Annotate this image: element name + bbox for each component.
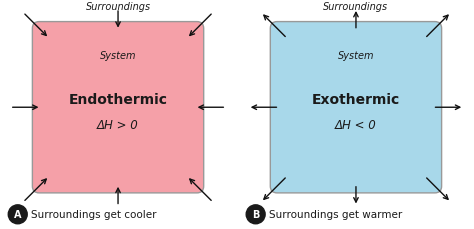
- Text: Surroundings get cooler: Surroundings get cooler: [31, 209, 157, 219]
- FancyBboxPatch shape: [32, 22, 204, 193]
- Text: System: System: [337, 51, 374, 61]
- Text: Surroundings: Surroundings: [85, 2, 151, 12]
- Text: Endothermic: Endothermic: [69, 93, 167, 107]
- Text: Surroundings get warmer: Surroundings get warmer: [269, 209, 402, 219]
- Text: ΔH > 0: ΔH > 0: [97, 118, 139, 131]
- FancyBboxPatch shape: [270, 22, 442, 193]
- Text: Exothermic: Exothermic: [312, 93, 400, 107]
- Text: System: System: [100, 51, 137, 61]
- Text: B: B: [252, 209, 259, 219]
- Circle shape: [8, 205, 27, 224]
- Text: Surroundings: Surroundings: [323, 2, 389, 12]
- Text: A: A: [14, 209, 21, 219]
- Text: ΔH < 0: ΔH < 0: [335, 118, 377, 131]
- Circle shape: [246, 205, 265, 224]
